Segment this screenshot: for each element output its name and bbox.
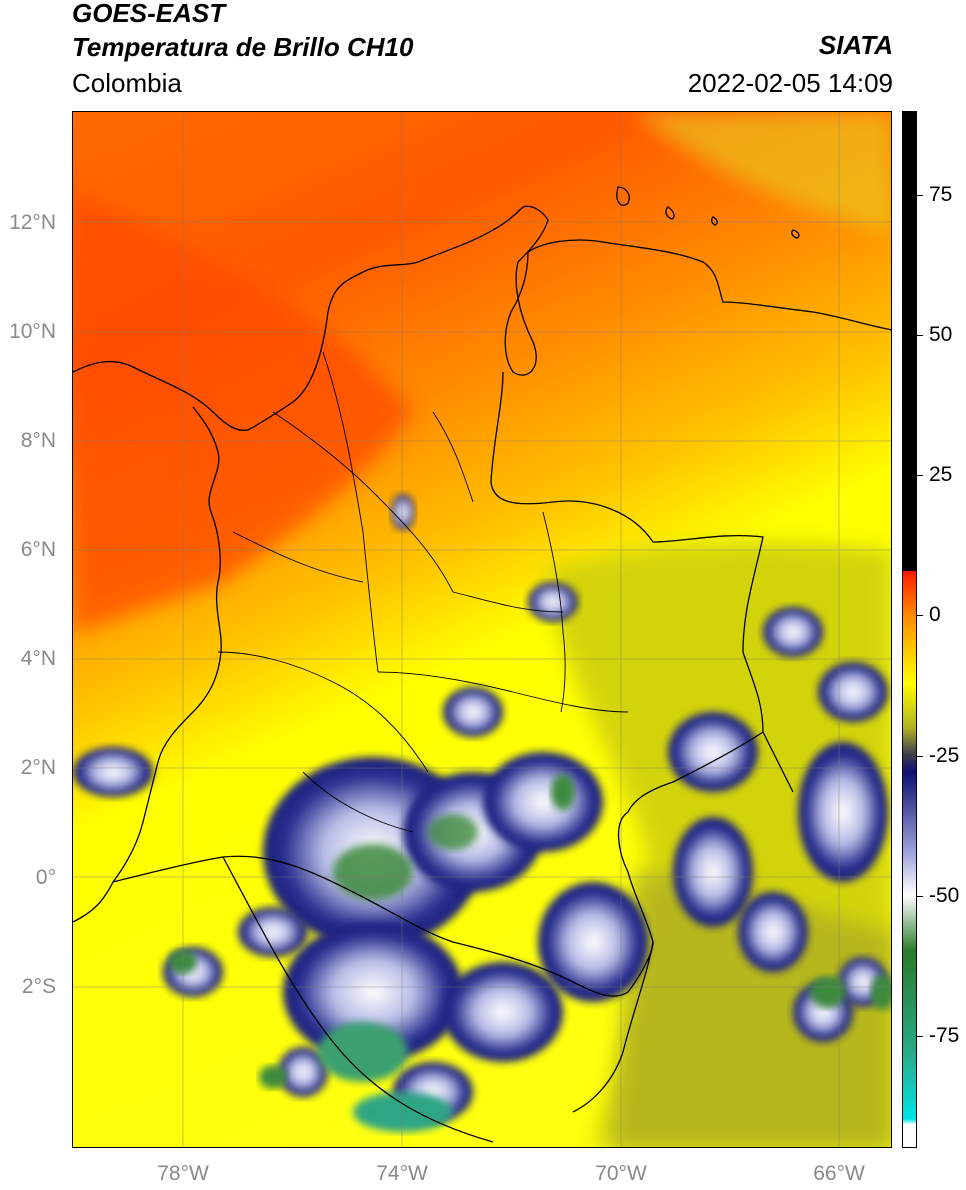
- colorbar-label: 25: [929, 463, 953, 487]
- lat-label-12n: 12°N: [9, 211, 56, 234]
- colorbar-label: 50: [929, 323, 953, 347]
- colorbar-tick: [917, 335, 923, 337]
- lat-label-8n: 8°N: [20, 429, 56, 452]
- coastlines-borders: [73, 186, 891, 1143]
- colorbar-tick: [917, 895, 923, 897]
- title-block: GOES-EAST Temperatura de Brillo CH10: [72, 0, 413, 64]
- lat-label-2n: 2°N: [20, 756, 56, 779]
- olive-region-deep: [613, 872, 891, 1147]
- colorbar-tick: [917, 615, 923, 617]
- colorbar-label: 75: [929, 183, 953, 207]
- lon-label-78w: 78°W: [157, 1162, 209, 1185]
- map-panel[interactable]: [72, 111, 892, 1148]
- colorbar-label: -25: [929, 743, 960, 767]
- region-name: Colombia: [72, 68, 182, 98]
- lat-label-4n: 4°N: [20, 647, 56, 670]
- colorbar-label: 0: [929, 603, 941, 627]
- haze-region: [633, 112, 891, 232]
- timestamp: 2022-02-05 14:09: [687, 68, 893, 98]
- colorbar-label: -50: [929, 883, 960, 907]
- lat-label-0: 0°: [35, 866, 56, 889]
- cold-cloud-tops: [169, 774, 891, 1132]
- lat-label-10n: 10°N: [9, 320, 56, 343]
- warm-band: [73, 192, 413, 632]
- lon-label-70w: 70°W: [595, 1162, 647, 1185]
- colorbar-tick: [917, 755, 923, 757]
- product-title: Temperatura de Brillo CH10: [72, 32, 414, 62]
- lat-label-2s: 2°S: [21, 975, 56, 998]
- colorbar-label: -75: [929, 1023, 960, 1047]
- satellite-name: GOES-EAST: [72, 0, 226, 28]
- brand-name: SIATA: [818, 30, 893, 60]
- colorbar-tick: [917, 1035, 923, 1037]
- brightness-temperature-map: [73, 112, 891, 1147]
- colorbar: [902, 111, 917, 1148]
- lat-label-6n: 6°N: [20, 538, 56, 561]
- lon-label-66w: 66°W: [813, 1162, 865, 1185]
- lon-label-74w: 74°W: [376, 1162, 428, 1185]
- graticule: [73, 112, 891, 1147]
- colorbar-tick: [917, 195, 923, 197]
- colorbar-tick: [917, 475, 923, 477]
